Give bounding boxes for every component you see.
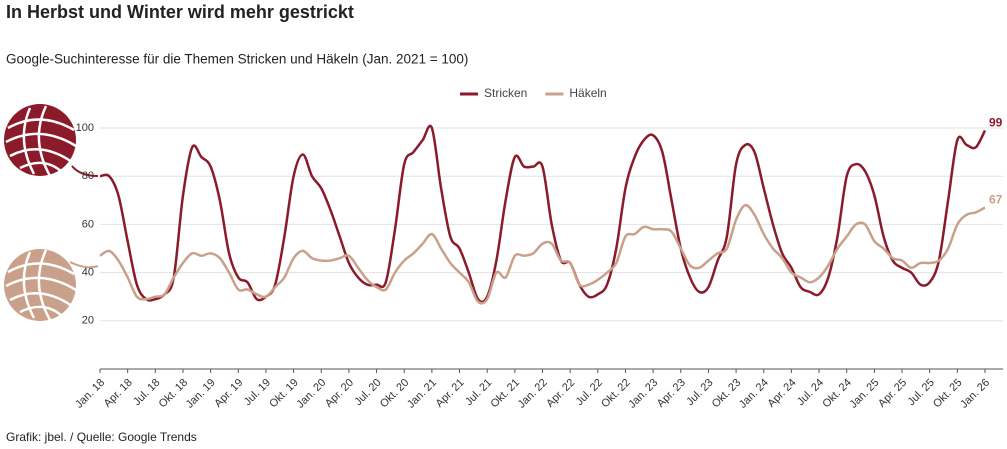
x-tick-label: Okt. 25 xyxy=(931,377,965,411)
x-tick-label: Jan. 21 xyxy=(405,377,439,411)
x-tick-label: Jan. 20 xyxy=(294,377,328,411)
x-tick-label: Apr. 18 xyxy=(102,377,135,410)
chart-title: In Herbst und Winter wird mehr gestrickt xyxy=(6,2,354,22)
x-tick-label: Okt. 20 xyxy=(378,377,412,411)
legend: Stricken Häkeln xyxy=(460,86,607,100)
y-tick-label: 40 xyxy=(82,267,94,279)
x-tick-label: Apr. 23 xyxy=(655,377,688,410)
line-series xyxy=(99,124,987,304)
x-tick-label: Jan. 23 xyxy=(626,377,660,411)
x-tick-label: Okt. 22 xyxy=(599,377,633,411)
x-tick-label: Jan. 25 xyxy=(848,377,882,411)
x-tick-label: Okt. 18 xyxy=(157,377,191,411)
x-tick-label: Apr. 19 xyxy=(212,377,245,410)
y-tick-label: 80 xyxy=(82,170,94,182)
legend-label: Stricken xyxy=(484,86,527,100)
x-tick-label: Apr. 22 xyxy=(544,377,577,410)
x-tick-label: Apr. 21 xyxy=(434,377,467,410)
yarn-icon xyxy=(4,104,99,321)
y-tick-label: 20 xyxy=(82,315,94,327)
chart-subtitle: Google-Suchinteresse für die Themen Stri… xyxy=(6,52,468,67)
legend-label: Häkeln xyxy=(569,86,606,100)
x-tick-label: Jan. 26 xyxy=(958,377,992,411)
end-label: 99 xyxy=(989,116,1003,130)
x-tick-label: Jan. 22 xyxy=(516,377,550,411)
x-tick-label: Apr. 25 xyxy=(876,377,909,410)
x-tick-label: Apr. 20 xyxy=(323,377,356,410)
x-tick-label: Apr. 24 xyxy=(765,377,798,410)
line-series xyxy=(99,203,986,305)
x-tick-label: Okt. 23 xyxy=(710,377,744,411)
source: Grafik: jbel. / Quelle: Google Trends xyxy=(6,430,197,444)
end-label: 67 xyxy=(989,193,1003,207)
y-tick-label: 100 xyxy=(76,122,94,134)
x-tick-label: Jan. 24 xyxy=(737,377,771,411)
x-tick-label: Okt. 24 xyxy=(820,377,854,411)
x-tick-label: Jan. 19 xyxy=(184,377,218,411)
x-tick-label: Jan. 18 xyxy=(73,377,107,411)
y-tick-label: 60 xyxy=(82,218,94,230)
x-tick-label: Okt. 21 xyxy=(488,377,522,411)
x-tick-label: Okt. 19 xyxy=(267,377,301,411)
